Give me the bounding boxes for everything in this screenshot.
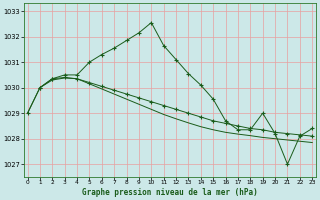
X-axis label: Graphe pression niveau de la mer (hPa): Graphe pression niveau de la mer (hPa) bbox=[82, 188, 258, 197]
